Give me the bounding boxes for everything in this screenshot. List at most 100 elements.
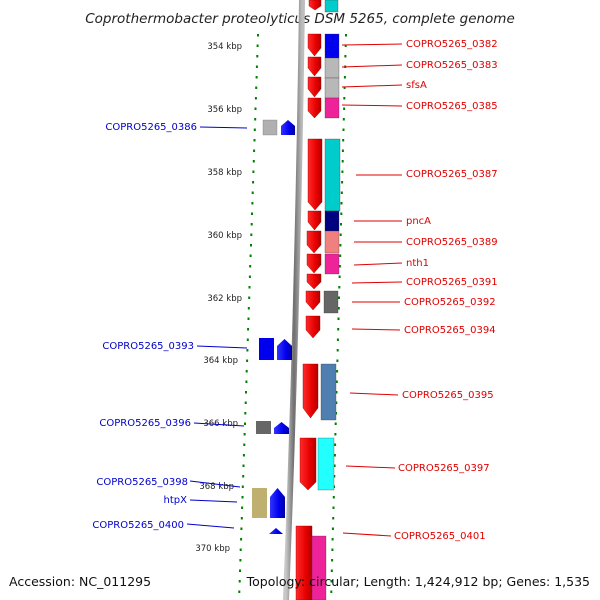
gene-arrow-forward[interactable]: [308, 0, 322, 11]
track-dot: [343, 107, 346, 110]
gene-arrow-forward[interactable]: [307, 76, 322, 98]
track-dot: [335, 401, 338, 404]
gene-arrow-forward[interactable]: [307, 210, 322, 231]
gene-color-box: [252, 488, 267, 518]
track-dot: [343, 86, 346, 89]
track-dot: [344, 55, 347, 58]
track-dot: [331, 559, 334, 562]
gene-label[interactable]: COPRO5265_0382: [406, 39, 498, 50]
track-dot: [247, 328, 250, 331]
track-dot: [339, 254, 342, 257]
gene-label[interactable]: COPRO5265_0386: [105, 122, 197, 133]
track-dot: [335, 391, 338, 394]
gene-arrow-forward[interactable]: [305, 315, 321, 339]
track-dot: [251, 212, 253, 215]
gene-color-box: [262, 119, 278, 136]
gene-label[interactable]: COPRO5265_0400: [92, 520, 184, 531]
track-dot: [246, 338, 249, 341]
gene-arrow-forward[interactable]: [307, 33, 322, 57]
tick-label: 370 kbp: [195, 544, 230, 554]
gene-label[interactable]: sfsA: [406, 80, 427, 91]
track-dot: [344, 44, 347, 47]
track-dot: [240, 538, 243, 541]
gene-arrow-forward[interactable]: [305, 290, 321, 311]
forward-gene-color-boxes: [311, 0, 341, 600]
gene-label[interactable]: COPRO5265_0387: [406, 169, 498, 180]
gene-label[interactable]: COPRO5265_0397: [398, 463, 490, 474]
tick-label: 360 kbp: [207, 231, 242, 241]
track-dot: [338, 286, 341, 289]
track-dot: [339, 244, 342, 247]
gene-color-box: [324, 0, 339, 13]
gene-color-box: [259, 338, 274, 360]
track-dot: [340, 223, 342, 226]
track-dot: [337, 307, 340, 310]
track-dot: [248, 286, 251, 289]
gene-arrow-reverse[interactable]: [270, 488, 285, 518]
gene-label[interactable]: COPRO5265_0396: [99, 418, 191, 429]
track-dot: [252, 170, 255, 173]
label-leaders: [186, 43, 403, 537]
gene-arrow-forward[interactable]: [295, 525, 313, 600]
track-dot: [257, 34, 259, 37]
track-dot: [250, 233, 253, 236]
gene-arrow-reverse[interactable]: [277, 339, 292, 360]
track-dot: [240, 527, 243, 530]
gene-label[interactable]: pncA: [406, 216, 431, 227]
gene-color-box: [324, 253, 340, 275]
gene-label[interactable]: COPRO5265_0385: [406, 101, 498, 112]
gene-arrow-forward[interactable]: [299, 437, 317, 491]
track-dot: [254, 97, 257, 100]
track-dot: [254, 107, 257, 110]
gene-arrow-reverse[interactable]: [269, 528, 283, 534]
track-dot: [241, 496, 244, 499]
gene-arrow-forward[interactable]: [306, 230, 322, 254]
gene-arrow-forward[interactable]: [302, 363, 319, 419]
gene-label[interactable]: nth1: [406, 258, 429, 269]
gene-arrow-forward[interactable]: [307, 56, 322, 77]
gene-label[interactable]: COPRO5265_0394: [404, 325, 496, 336]
gene-label[interactable]: COPRO5265_0393: [102, 341, 194, 352]
track-dot: [241, 506, 244, 509]
gene-arrow-forward[interactable]: [307, 97, 322, 119]
track-dot: [333, 464, 336, 467]
track-dot: [243, 433, 246, 436]
gene-label[interactable]: htpX: [164, 495, 188, 506]
track-dot: [248, 296, 251, 299]
track-dot: [341, 160, 344, 163]
gene-label[interactable]: COPRO5265_0389: [406, 237, 498, 248]
gene-label[interactable]: COPRO5265_0398: [96, 477, 188, 488]
track-dot: [333, 454, 336, 457]
gene-label[interactable]: COPRO5265_0391: [406, 277, 498, 288]
track-dot: [252, 160, 255, 163]
track-dot: [253, 149, 256, 152]
gene-label[interactable]: COPRO5265_0395: [402, 390, 494, 401]
gene-arrow-reverse[interactable]: [281, 120, 295, 135]
track-dot: [337, 317, 340, 320]
track-dot: [337, 328, 340, 331]
gene-label[interactable]: COPRO5265_0401: [394, 531, 486, 542]
tick-label: 364 kbp: [203, 356, 238, 366]
gene-color-box: [324, 210, 340, 232]
track-dot: [340, 202, 343, 205]
track-dot: [239, 548, 242, 551]
gene-label[interactable]: COPRO5265_0392: [404, 297, 496, 308]
tick-label: 362 kbp: [207, 294, 242, 304]
track-dot: [338, 275, 341, 278]
gene-arrow-reverse[interactable]: [274, 422, 289, 434]
gene-label[interactable]: COPRO5265_0383: [406, 60, 498, 71]
track-dot: [256, 44, 259, 47]
reverse-track-dots: [238, 34, 259, 593]
track-dot: [241, 485, 244, 488]
gene-color-box: [324, 230, 340, 254]
track-dot: [331, 527, 334, 530]
gene-color-box: [324, 33, 340, 59]
track-dot: [239, 569, 241, 572]
gene-arrow-forward[interactable]: [307, 138, 323, 211]
track-dot: [330, 569, 333, 572]
gene-arrow-forward[interactable]: [306, 253, 322, 274]
gene-arrow-forward[interactable]: [306, 273, 322, 290]
track-dot: [238, 590, 241, 593]
track-dot: [253, 139, 256, 142]
